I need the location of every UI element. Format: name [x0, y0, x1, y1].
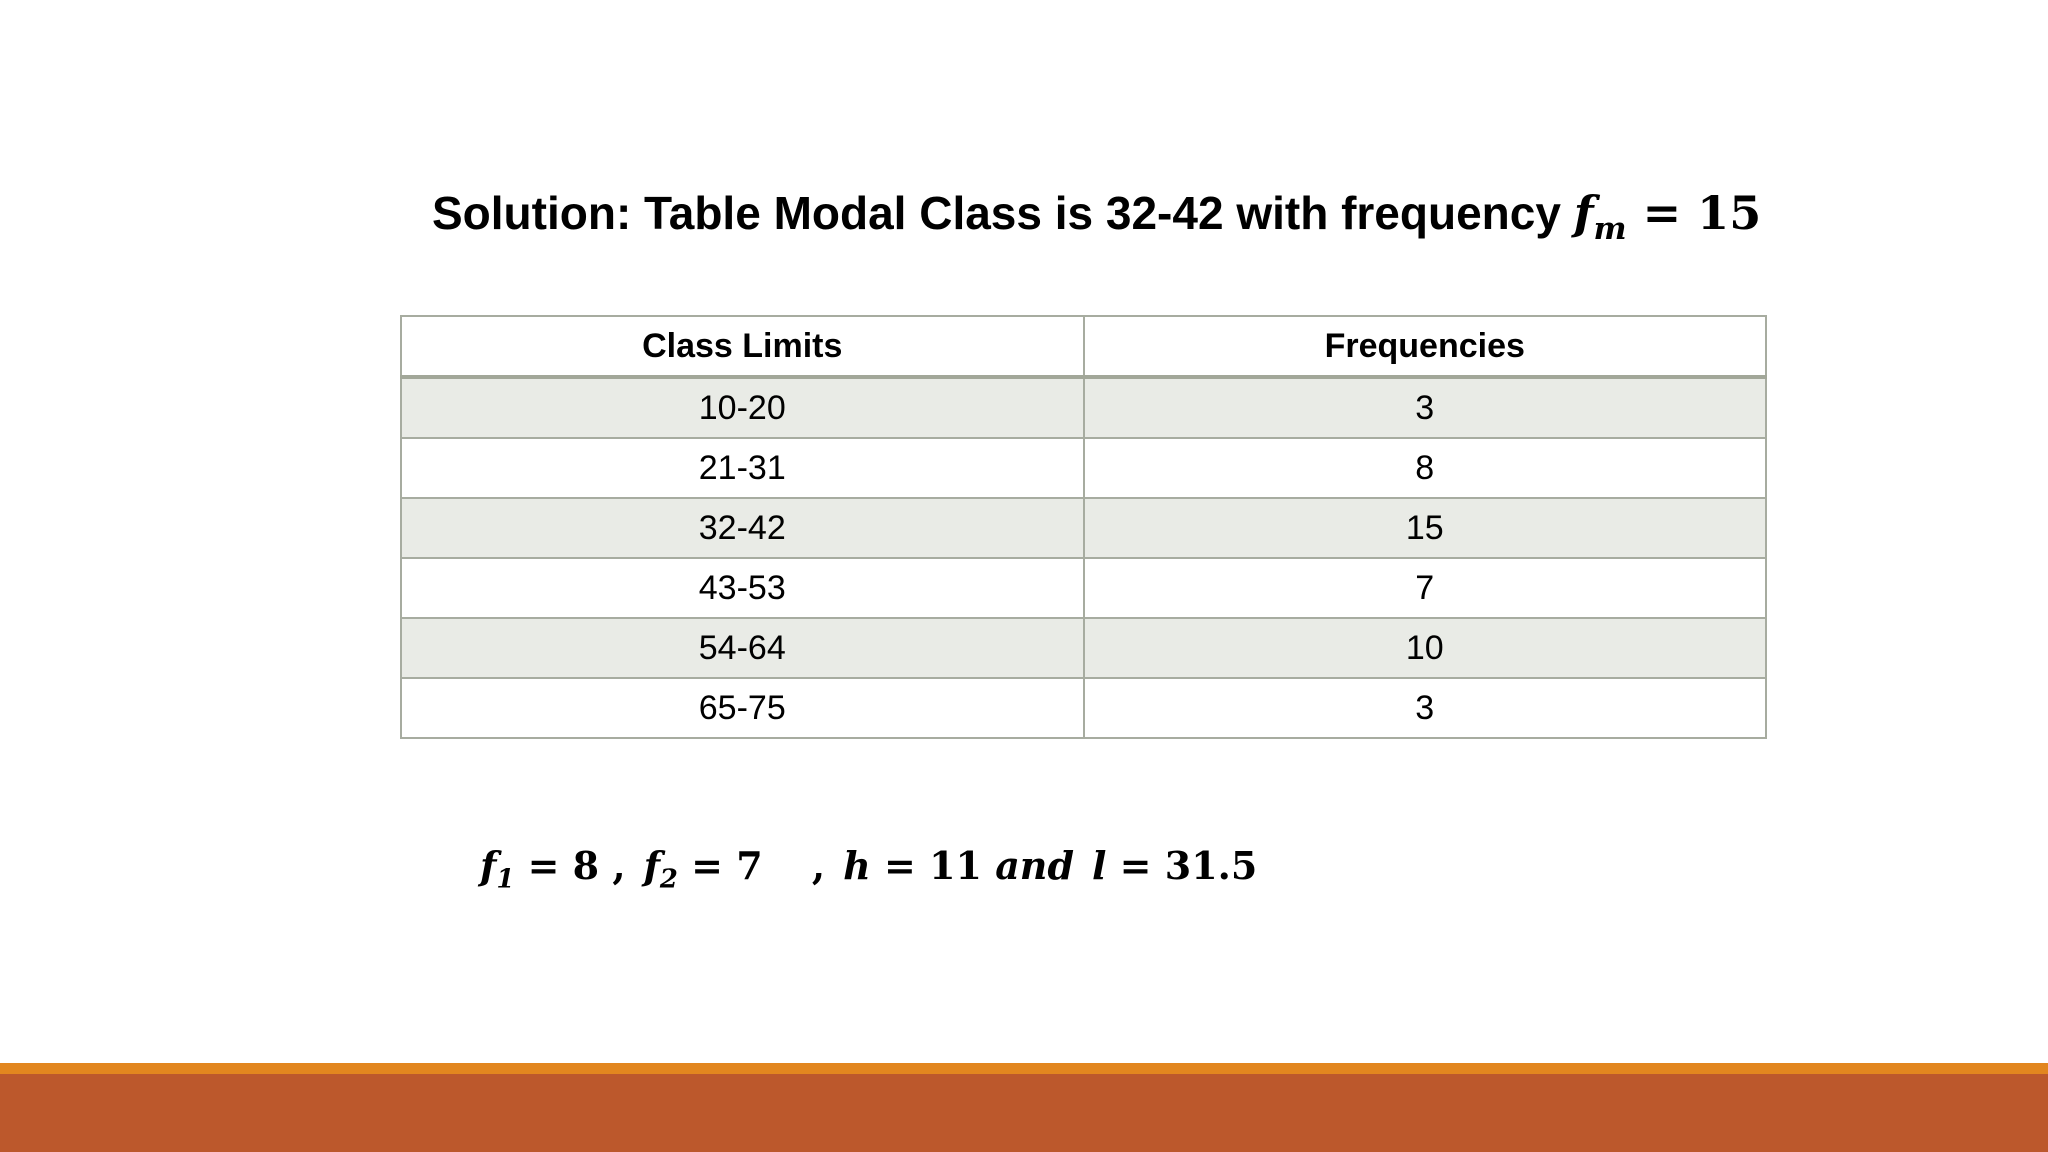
- cell-frequency: 10: [1082, 617, 1767, 679]
- formula-l: l: [1092, 843, 1107, 888]
- formula-h: h: [843, 843, 871, 888]
- cell-frequency: 3: [1082, 376, 1767, 439]
- table-row: 32-42 15: [400, 497, 1767, 559]
- header-frequencies: Frequencies: [1082, 315, 1767, 379]
- cell-class-limit: 54-64: [400, 617, 1085, 679]
- cell-class-limit: 10-20: [400, 376, 1085, 439]
- formula-f1-value: = 8: [514, 843, 600, 888]
- formula-separator: ,: [798, 843, 826, 888]
- cell-frequency: 8: [1082, 437, 1767, 499]
- formula-line: f1 = 8 , f2 = 7 , h = 11 and l = 31.5: [480, 836, 1257, 896]
- cell-class-limit: 43-53: [400, 557, 1085, 619]
- cell-class-limit: 65-75: [400, 677, 1085, 739]
- cell-frequency: 15: [1082, 497, 1767, 559]
- formula-l-value: = 31.5: [1106, 843, 1258, 888]
- title-math-value: = 15: [1626, 186, 1762, 240]
- cell-frequency: 3: [1082, 677, 1767, 739]
- frequency-table: Class Limits Frequencies 10-20 3 21-31 8…: [400, 315, 1767, 739]
- header-class-limits: Class Limits: [400, 315, 1085, 379]
- formula-and: and: [995, 843, 1075, 888]
- formula-f1: f1: [480, 843, 515, 895]
- footer-accent-stripe: [0, 1063, 2048, 1074]
- table-row: 10-20 3: [400, 376, 1767, 439]
- title-text: Solution: Table Modal Class is 32-42 wit…: [432, 187, 1574, 239]
- table-row: 43-53 7: [400, 557, 1767, 619]
- formula-separator: ,: [599, 843, 626, 888]
- table-row: 65-75 3: [400, 677, 1767, 739]
- title-math-fm: fm: [1573, 186, 1627, 247]
- cell-frequency: 7: [1082, 557, 1767, 619]
- table-row: 54-64 10: [400, 617, 1767, 679]
- footer-bar: [0, 1074, 2048, 1152]
- formula-f2-value: = 7: [677, 843, 763, 888]
- table-row: 21-31 8: [400, 437, 1767, 499]
- cell-class-limit: 32-42: [400, 497, 1085, 559]
- cell-class-limit: 21-31: [400, 437, 1085, 499]
- table-header-row: Class Limits Frequencies: [400, 315, 1767, 379]
- formula-h-value: = 11: [870, 843, 996, 888]
- formula-f2: f2: [643, 843, 678, 895]
- slide-title: Solution: Table Modal Class is 32-42 wit…: [432, 178, 1832, 248]
